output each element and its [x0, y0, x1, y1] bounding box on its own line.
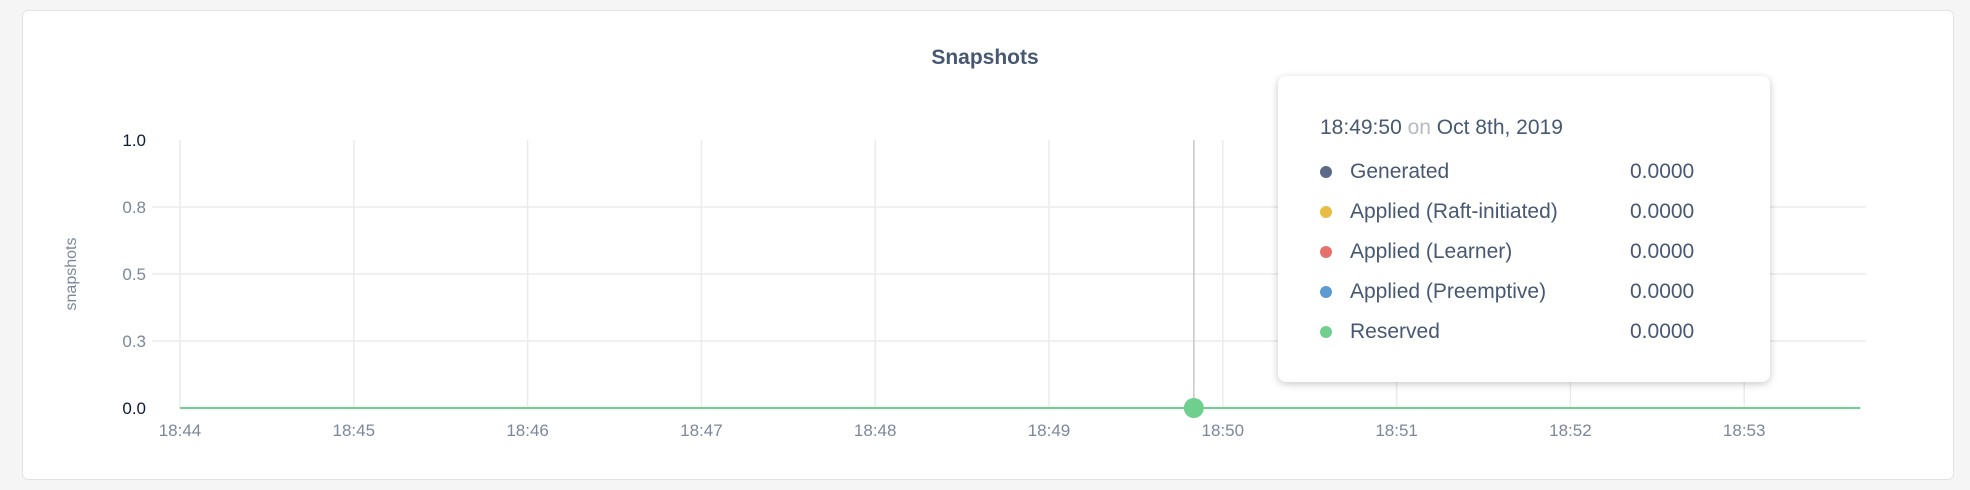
tooltip-header: 18:49:50 on Oct 8th, 2019	[1320, 116, 1770, 140]
tooltip-row: Applied (Raft-initiated) 0.0000	[1320, 192, 1770, 232]
series-dot-icon	[1320, 246, 1332, 258]
y-axis-label: snapshots	[63, 238, 80, 311]
tooltip-series-value: 0.0000	[1630, 200, 1695, 223]
tooltip-series-name: Applied (Learner)	[1350, 240, 1513, 263]
tooltip-series-name: Generated	[1350, 160, 1450, 183]
y-tick-label: 0.3	[122, 332, 146, 351]
tooltip-series-name: Applied (Raft-initiated)	[1350, 200, 1558, 223]
tooltip-time: 18:49:50	[1320, 116, 1402, 139]
series-dot-icon	[1320, 286, 1332, 298]
x-tick-label: 18:47	[680, 421, 723, 440]
tooltip-row: Generated 0.0000	[1320, 152, 1770, 192]
y-tick-label: 0.8	[122, 198, 146, 217]
tooltip-series-value: 0.0000	[1630, 320, 1695, 343]
x-tick-label: 18:46	[506, 421, 549, 440]
y-tick-label: 1.0	[122, 131, 146, 150]
x-tick-label: 18:45	[333, 421, 376, 440]
tooltip-on: on	[1407, 116, 1431, 139]
tooltip-series-name: Applied (Preemptive)	[1350, 280, 1547, 303]
tooltip-row: Applied (Preemptive) 0.0000	[1320, 272, 1770, 312]
tooltip-row: Reserved 0.0000	[1320, 312, 1770, 352]
x-tick-label: 18:44	[159, 421, 202, 440]
tooltip-series-value: 0.0000	[1630, 240, 1695, 263]
chart-title: Snapshots	[931, 46, 1039, 69]
y-tick-label: 0.5	[122, 265, 146, 284]
hover-tooltip: 18:49:50 on Oct 8th, 2019 Generated 0.000…	[1278, 76, 1770, 382]
x-tick-label: 18:48	[854, 421, 897, 440]
tooltip-date: Oct 8th, 2019	[1436, 116, 1563, 139]
y-tick-label: 0.0	[122, 399, 146, 418]
x-tick-label: 18:52	[1549, 421, 1592, 440]
series-dot-icon	[1320, 166, 1332, 178]
x-tick-label: 18:53	[1723, 421, 1766, 440]
hover-point	[1183, 398, 1204, 418]
tooltip-series-value: 0.0000	[1630, 160, 1695, 183]
x-tick-label: 18:49	[1028, 421, 1071, 440]
x-tick-label: 18:50	[1202, 421, 1245, 440]
tooltip-series-name: Reserved	[1350, 320, 1440, 343]
x-tick-label: 18:51	[1375, 421, 1418, 440]
tooltip-row: Applied (Learner) 0.0000	[1320, 232, 1770, 272]
series-dot-icon	[1320, 206, 1332, 218]
series-dot-icon	[1320, 326, 1332, 338]
tooltip-series-value: 0.0000	[1630, 280, 1695, 303]
